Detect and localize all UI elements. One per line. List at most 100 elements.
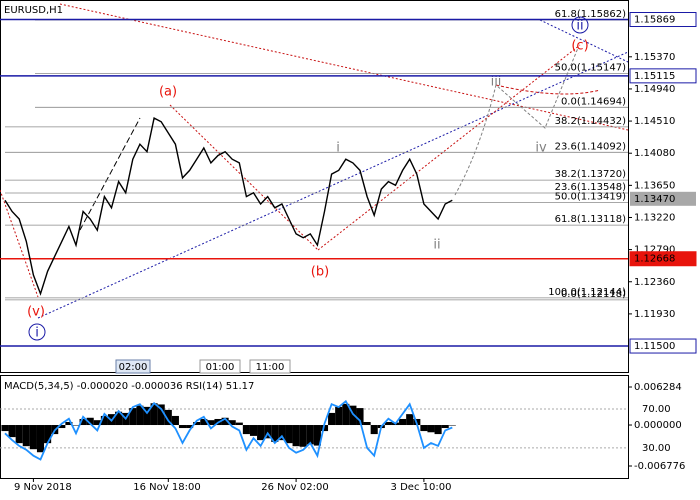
- macd-bar: [434, 425, 442, 435]
- macd-bar: [136, 405, 144, 426]
- macd-bar: [292, 425, 300, 447]
- macd-bar: [242, 425, 250, 435]
- timeframe-label[interactable]: 01:00: [206, 362, 235, 373]
- macd-bar: [8, 425, 16, 438]
- macd-bar: [278, 425, 286, 441]
- macd-bar: [93, 420, 101, 426]
- price-label: 1.13470: [634, 194, 675, 205]
- y2-tick-label: 30.00: [642, 443, 671, 454]
- y-tick-label: 1.12360: [634, 277, 675, 288]
- trend-line: [0, 189, 39, 298]
- y-tick-label: 1.12790: [634, 245, 675, 256]
- macd-bar: [193, 421, 201, 426]
- timeframe-label[interactable]: 02:00: [119, 362, 148, 373]
- timeframe-label[interactable]: 11:00: [256, 362, 285, 373]
- macd-bar: [221, 417, 229, 426]
- wave-label: iv: [535, 141, 547, 156]
- y-tick-label: 0.000000: [634, 420, 682, 431]
- chart-title: EURUSD,H1: [4, 5, 63, 16]
- macd-bar: [207, 420, 215, 426]
- macd-bar: [72, 425, 80, 426]
- fib-label: 23.6(1.14092): [555, 141, 627, 152]
- fib-label: 61.8(1.13118): [555, 214, 627, 225]
- level-label: 1.15115: [634, 71, 675, 82]
- fib-label: 100.0(1.12144): [548, 287, 626, 298]
- y-tick-label: 1.11930: [634, 309, 675, 320]
- fib-label: 0.0(1.12118): [561, 289, 626, 300]
- macd-bar: [370, 425, 378, 435]
- macd-bar: [65, 421, 73, 426]
- macd-bar: [349, 405, 357, 426]
- macd-bar: [420, 425, 428, 432]
- timeframe-button[interactable]: [249, 359, 291, 374]
- y-tick-label: 1.14510: [634, 116, 675, 127]
- macd-bar: [384, 421, 392, 426]
- wave-label: i: [336, 141, 340, 156]
- macd-bar: [306, 425, 314, 445]
- x-tick-label: 26 Nov 02:00: [261, 482, 328, 493]
- macd-bar: [115, 411, 123, 426]
- macd-bar: [100, 415, 108, 426]
- macd-bar: [1, 425, 9, 432]
- x-tick-label: 3 Dec 10:00: [391, 482, 452, 493]
- projection-path: [495, 84, 601, 95]
- wave-label: ii: [433, 238, 440, 253]
- rsi-line: [4, 399, 453, 461]
- projection-path: [454, 47, 579, 196]
- wave-label: i: [35, 326, 39, 341]
- macd-bar: [150, 403, 158, 426]
- macd-bar: [249, 425, 258, 436]
- macd-bar: [36, 425, 45, 453]
- level-box: [629, 12, 697, 28]
- macd-bar: [399, 418, 407, 426]
- macd-bar: [342, 403, 350, 426]
- y-tick-label: 1.13650: [634, 180, 675, 191]
- fib-label: 61.8(1.15862): [555, 9, 627, 20]
- macd-bar: [157, 404, 165, 426]
- macd-bar: [299, 425, 307, 447]
- level-box: [629, 251, 697, 267]
- macd-bar: [363, 421, 371, 426]
- trend-line: [79, 117, 141, 231]
- fib-label: 50.0(1.13419): [555, 192, 627, 203]
- macd-bar: [186, 425, 194, 429]
- macd-bar: [448, 425, 456, 426]
- macd-bar: [406, 414, 414, 426]
- trend-line: [169, 104, 319, 251]
- macd-bar: [200, 418, 208, 426]
- wave-label: iii: [491, 75, 502, 90]
- level-label: 1.11500: [634, 341, 675, 352]
- macd-bar: [335, 406, 343, 426]
- trend-line: [539, 19, 629, 63]
- macd-bar: [313, 425, 321, 446]
- macd-bar: [164, 409, 172, 426]
- fib-label: 0.0(1.14694): [561, 96, 626, 107]
- fib-label: 38.2(1.13720): [555, 169, 627, 180]
- wave-label: (a): [159, 85, 177, 100]
- level-label: 1.15869: [634, 15, 675, 26]
- timeframe-button[interactable]: [199, 359, 241, 374]
- indicator-header: MACD(5,34,5) -0.000020 -0.000036 RSI(14)…: [4, 381, 254, 392]
- wave-label: ii: [576, 19, 583, 34]
- timeframe-button[interactable]: [115, 359, 151, 374]
- macd-bar: [328, 412, 336, 426]
- indicator-frame: [0, 375, 629, 479]
- macd-bar: [178, 425, 187, 429]
- macd-bar: [257, 425, 265, 441]
- wave-label: (c): [571, 39, 588, 54]
- macd-bar: [441, 425, 449, 429]
- macd-bar: [356, 408, 364, 426]
- level-box: [629, 338, 697, 354]
- macd-bar: [285, 425, 293, 444]
- y-tick-label: -0.006776: [634, 461, 685, 472]
- macd-bar: [44, 425, 52, 444]
- fib-label: 38.2(1.14432): [555, 116, 627, 127]
- price-box: [630, 191, 696, 206]
- main-frame: [0, 0, 629, 373]
- macd-bar: [22, 425, 30, 447]
- macd-bar: [427, 425, 435, 433]
- fib-label: 50.0(1.15147): [555, 62, 627, 73]
- x-tick-label: 16 Nov 18:00: [133, 482, 200, 493]
- trend-line: [59, 3, 629, 131]
